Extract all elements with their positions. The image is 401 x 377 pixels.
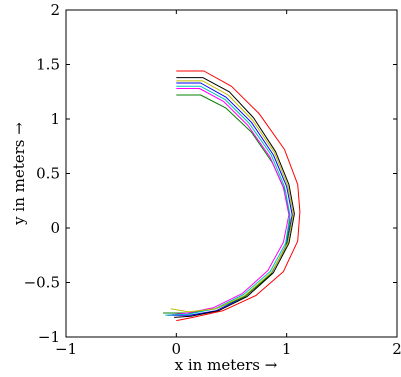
- y-tick-label: 0: [50, 219, 60, 237]
- y-tick-label: −0.5: [24, 274, 60, 292]
- trajectory-line-6: [165, 85, 291, 316]
- y-tick-label: 1: [50, 110, 60, 128]
- x-tick-label: 0: [172, 340, 182, 358]
- x-tick-label: −1: [55, 340, 77, 358]
- plot-frame: [65, 9, 398, 338]
- y-tick-label: −1: [38, 328, 60, 346]
- trajectory-line-1: [176, 70, 301, 322]
- x-axis-label: x in meters →: [175, 356, 278, 374]
- ticks-layer: −1 0 1 2 −1 −0.5 0 0.5 1 1.5 2: [24, 1, 401, 358]
- y-tick-label: 1.5: [36, 56, 60, 74]
- x-tick-label: 1: [282, 340, 292, 358]
- trajectory-line-3: [163, 94, 291, 314]
- trajectory-line-5: [167, 88, 290, 316]
- trajectory-line-7: [170, 80, 294, 313]
- trajectory-line-4: [174, 77, 295, 318]
- axes-layer: [65, 9, 398, 338]
- y-tick-label: 0.5: [36, 165, 60, 183]
- series-layer: [163, 70, 301, 322]
- y-axis-label: y in meters →: [10, 122, 28, 226]
- x-tick-label: 2: [392, 340, 401, 358]
- y-tick-label: 2: [50, 1, 60, 19]
